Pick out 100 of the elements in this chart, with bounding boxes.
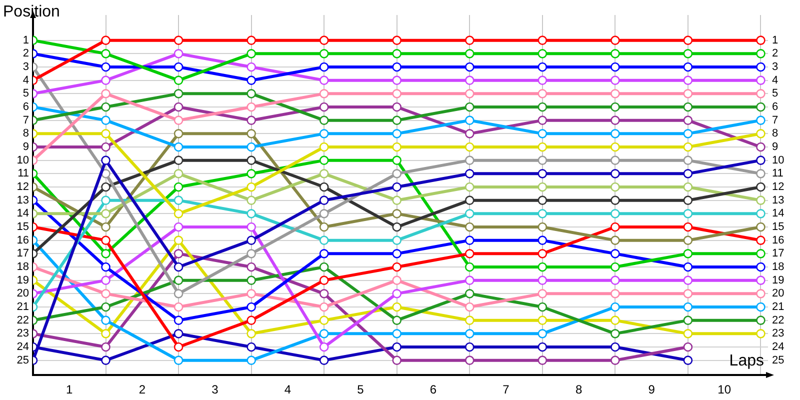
- point: [319, 102, 329, 112]
- point: [246, 116, 256, 125]
- x-tick-label: 3: [212, 382, 219, 397]
- point: [683, 196, 693, 205]
- point: [319, 302, 329, 312]
- point: [101, 276, 110, 285]
- y-tick-label: 16: [16, 234, 29, 246]
- point: [464, 182, 474, 192]
- point: [392, 142, 402, 152]
- y2-tick-label: 18: [772, 261, 784, 274]
- y-tick-label: 18: [16, 261, 29, 274]
- point: [610, 289, 620, 298]
- point: [683, 129, 693, 138]
- point: [538, 276, 548, 285]
- point: [101, 249, 110, 258]
- point: [174, 289, 184, 298]
- point: [246, 236, 256, 245]
- point: [101, 356, 110, 365]
- y2-tick-label: 17: [772, 248, 784, 260]
- y2-tick-label: 20: [772, 288, 784, 300]
- y2-tick-label: 5: [772, 88, 778, 100]
- point: [319, 156, 329, 165]
- point: [392, 76, 402, 85]
- point: [538, 222, 548, 232]
- y2-tick-label: 13: [772, 194, 784, 206]
- point: [392, 316, 402, 325]
- point: [319, 196, 329, 205]
- point: [392, 236, 402, 245]
- y-tick-label: 11: [18, 168, 29, 180]
- point: [246, 276, 256, 285]
- point: [464, 102, 474, 112]
- y2-tick-label: 6: [772, 101, 778, 114]
- point: [610, 142, 620, 152]
- y-tick-label: 6: [22, 101, 29, 114]
- point: [174, 36, 184, 45]
- point: [392, 156, 402, 165]
- point: [392, 342, 402, 352]
- point: [538, 302, 548, 312]
- point: [756, 316, 766, 325]
- point: [756, 236, 766, 245]
- point: [756, 182, 766, 192]
- y2-tick-label: 19: [772, 274, 784, 286]
- point: [683, 169, 693, 178]
- point: [756, 196, 766, 205]
- point: [464, 76, 474, 85]
- point: [610, 356, 620, 365]
- y-tick-label: 10: [16, 154, 29, 166]
- y-tick-label: 12: [16, 181, 29, 194]
- point: [464, 36, 474, 45]
- point: [683, 49, 693, 58]
- x-tick-label: 1: [66, 382, 74, 397]
- y2-tick-label: 12: [772, 181, 784, 194]
- point: [538, 329, 548, 338]
- y-tick-label: 13: [16, 194, 29, 206]
- point: [392, 102, 402, 112]
- point: [101, 289, 110, 298]
- y2-tick-label: 8: [772, 128, 778, 140]
- point: [174, 116, 184, 125]
- point: [101, 116, 110, 125]
- point: [756, 222, 766, 232]
- point: [246, 142, 256, 152]
- point: [756, 289, 766, 298]
- point: [246, 182, 256, 192]
- point: [756, 62, 766, 72]
- point: [174, 76, 184, 85]
- point: [610, 302, 620, 312]
- point: [538, 62, 548, 72]
- point: [319, 142, 329, 152]
- point: [610, 262, 620, 272]
- point: [392, 302, 402, 312]
- point: [464, 222, 474, 232]
- point: [464, 209, 474, 218]
- point: [246, 129, 256, 138]
- y-tick-label: 3: [22, 61, 29, 74]
- point: [464, 329, 474, 338]
- y2-tick-label: 1: [772, 34, 778, 46]
- y-tick-label: 2: [22, 48, 29, 60]
- point: [756, 276, 766, 285]
- point: [756, 102, 766, 112]
- point: [756, 156, 766, 165]
- point: [174, 142, 184, 152]
- point: [174, 276, 184, 285]
- y2-tick-label: 22: [772, 314, 784, 326]
- x-tick-label: 7: [502, 382, 510, 397]
- point: [683, 76, 693, 85]
- point: [756, 209, 766, 218]
- point: [101, 36, 110, 45]
- point: [174, 89, 184, 98]
- point: [683, 236, 693, 245]
- x-axis-title: Laps: [729, 352, 764, 370]
- point: [683, 329, 693, 338]
- point: [464, 156, 474, 165]
- point: [610, 49, 620, 58]
- y2-tick-label: 11: [772, 168, 784, 180]
- point: [392, 222, 402, 232]
- point: [392, 89, 402, 98]
- point: [392, 249, 402, 258]
- point: [319, 169, 329, 178]
- point: [101, 196, 110, 205]
- point: [174, 329, 184, 338]
